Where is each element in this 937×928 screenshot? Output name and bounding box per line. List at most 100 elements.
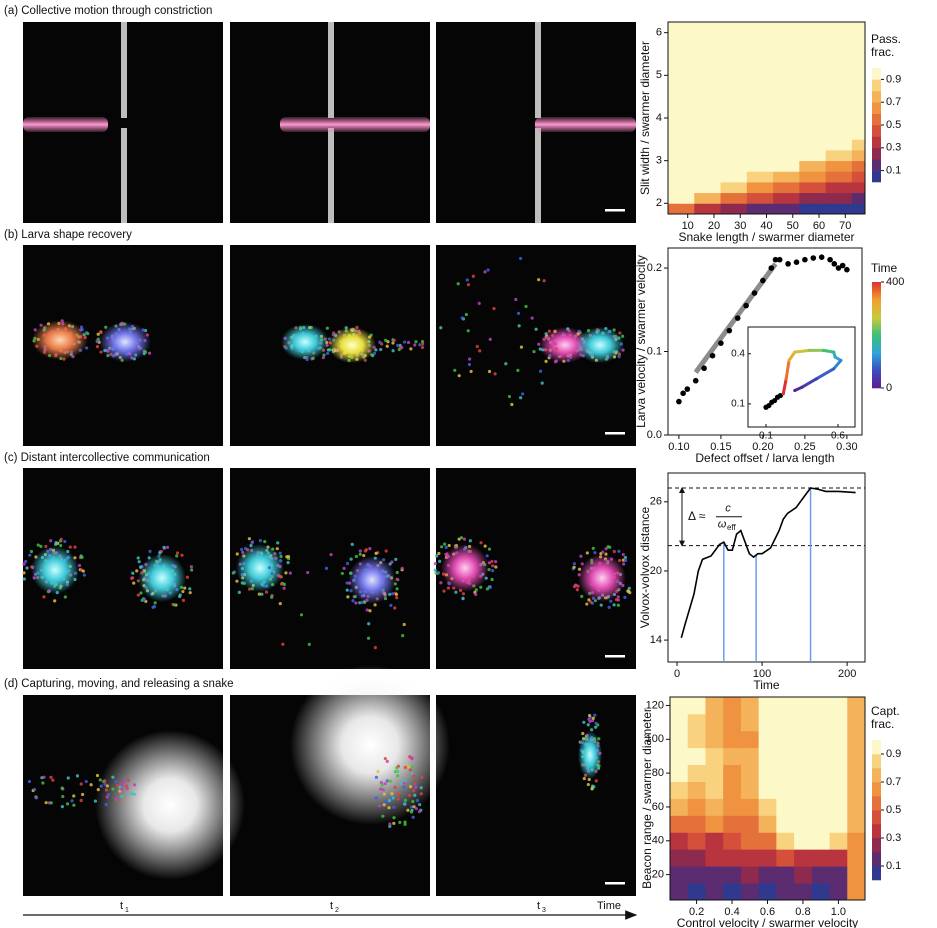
heatmap-cell [687,798,706,816]
swarmer [468,539,472,543]
panel-title: (d) Capturing, moving, and releasing a s… [4,678,234,690]
swarmer [572,585,577,589]
data-point [760,277,766,284]
wall [328,22,334,118]
y-tick-label: 80 [652,767,664,779]
heatmap-cell [694,43,708,55]
heatmap-cell [707,64,721,76]
colorbar-band [872,321,881,325]
swarm-blob [31,546,79,594]
heatmap-cell [847,730,866,749]
heatmap-cell [681,96,695,108]
swarmer [474,592,478,597]
swarmer [447,543,451,548]
swarmer [381,788,385,792]
swarmer [270,595,274,599]
heatmap-cell [825,107,840,119]
swarmer [42,595,46,599]
swarmer [376,769,380,774]
swarmer [131,571,135,575]
heatmap-cell [720,86,735,98]
swarmer [278,602,282,606]
simulation-images [22,22,636,896]
swarmer [299,613,304,617]
heatmap-cell [733,107,748,119]
heatmap-cell [847,883,866,901]
swarmer [457,374,461,378]
heatmap-cell [694,139,708,151]
heatmap-cell [776,866,795,884]
colorbar-band [872,90,881,103]
inset-vertex [787,358,791,362]
heatmap-cell [720,96,735,108]
heatmap-cell [670,713,689,732]
colorbar-band [872,342,881,346]
heatmap-cell [794,713,813,732]
timeline-subscript: 1 [125,907,129,914]
inset-trajectory [793,348,811,354]
heatmap-cell [812,96,826,108]
swarm-blob [236,544,284,592]
data-point [831,261,838,267]
heatmap-cell [825,150,840,162]
heatmap-cell [746,107,761,119]
swarmer [419,792,423,796]
heatmap-cell [838,128,853,140]
y-axis-label: Larva velocity / swarmer velocity [634,255,648,428]
heatmap-cell [851,192,866,204]
heatmap-cell [847,781,866,799]
swarmer [103,779,107,783]
swarmer [477,301,481,305]
heatmap-cell [811,697,830,715]
heatmap-cell [758,832,777,850]
data-point [701,365,707,372]
swarmer [383,756,387,761]
heatmap-cell [829,781,848,799]
inset-vertex [793,350,797,354]
swarmer [395,587,399,591]
data-point [751,290,758,296]
heatmap-cell [758,747,777,766]
heatmap-cell [707,128,721,140]
colorbar-tick-label: 400 [886,276,904,288]
heatmap-cell [825,54,840,66]
heatmap-cell [825,192,840,204]
swarmer [66,776,70,780]
annotation-denominator: ω [718,519,727,531]
swarmer [282,586,286,590]
heatmap-cell [838,150,853,162]
swarmer [373,646,378,650]
heatmap-cell [829,849,848,867]
heatmap-cell [786,171,800,183]
swarmer [385,779,389,783]
colorbar-band [872,824,881,839]
swarmer [374,551,378,555]
swarmer [366,636,371,640]
swarm-blob [578,554,626,602]
scale-bar [605,209,625,212]
scale-bar [605,432,625,435]
heatmap-cell [733,139,748,151]
swarmer [385,344,389,348]
swarmer [96,788,100,792]
swarmer [34,796,39,800]
colorbar-band [872,319,881,323]
y-tick-label: 20 [650,565,662,577]
heatmap-cell [687,764,706,782]
heatmap-cell [668,160,682,172]
swarmer [517,324,521,328]
heatmap-cell [681,192,695,204]
swarmer [443,542,447,546]
swarmer [487,547,492,551]
colorbar-title: Pass. [871,32,901,46]
heatmap-cell [794,781,813,799]
heatmap-cell [720,43,735,55]
plot-frame [667,247,863,436]
swarmer [403,798,408,803]
heatmap-cell [799,64,813,76]
swarmer [240,547,244,552]
swarmer [73,545,77,549]
swarmer [612,549,616,554]
swarmer [381,814,385,818]
swarmer [467,362,472,367]
